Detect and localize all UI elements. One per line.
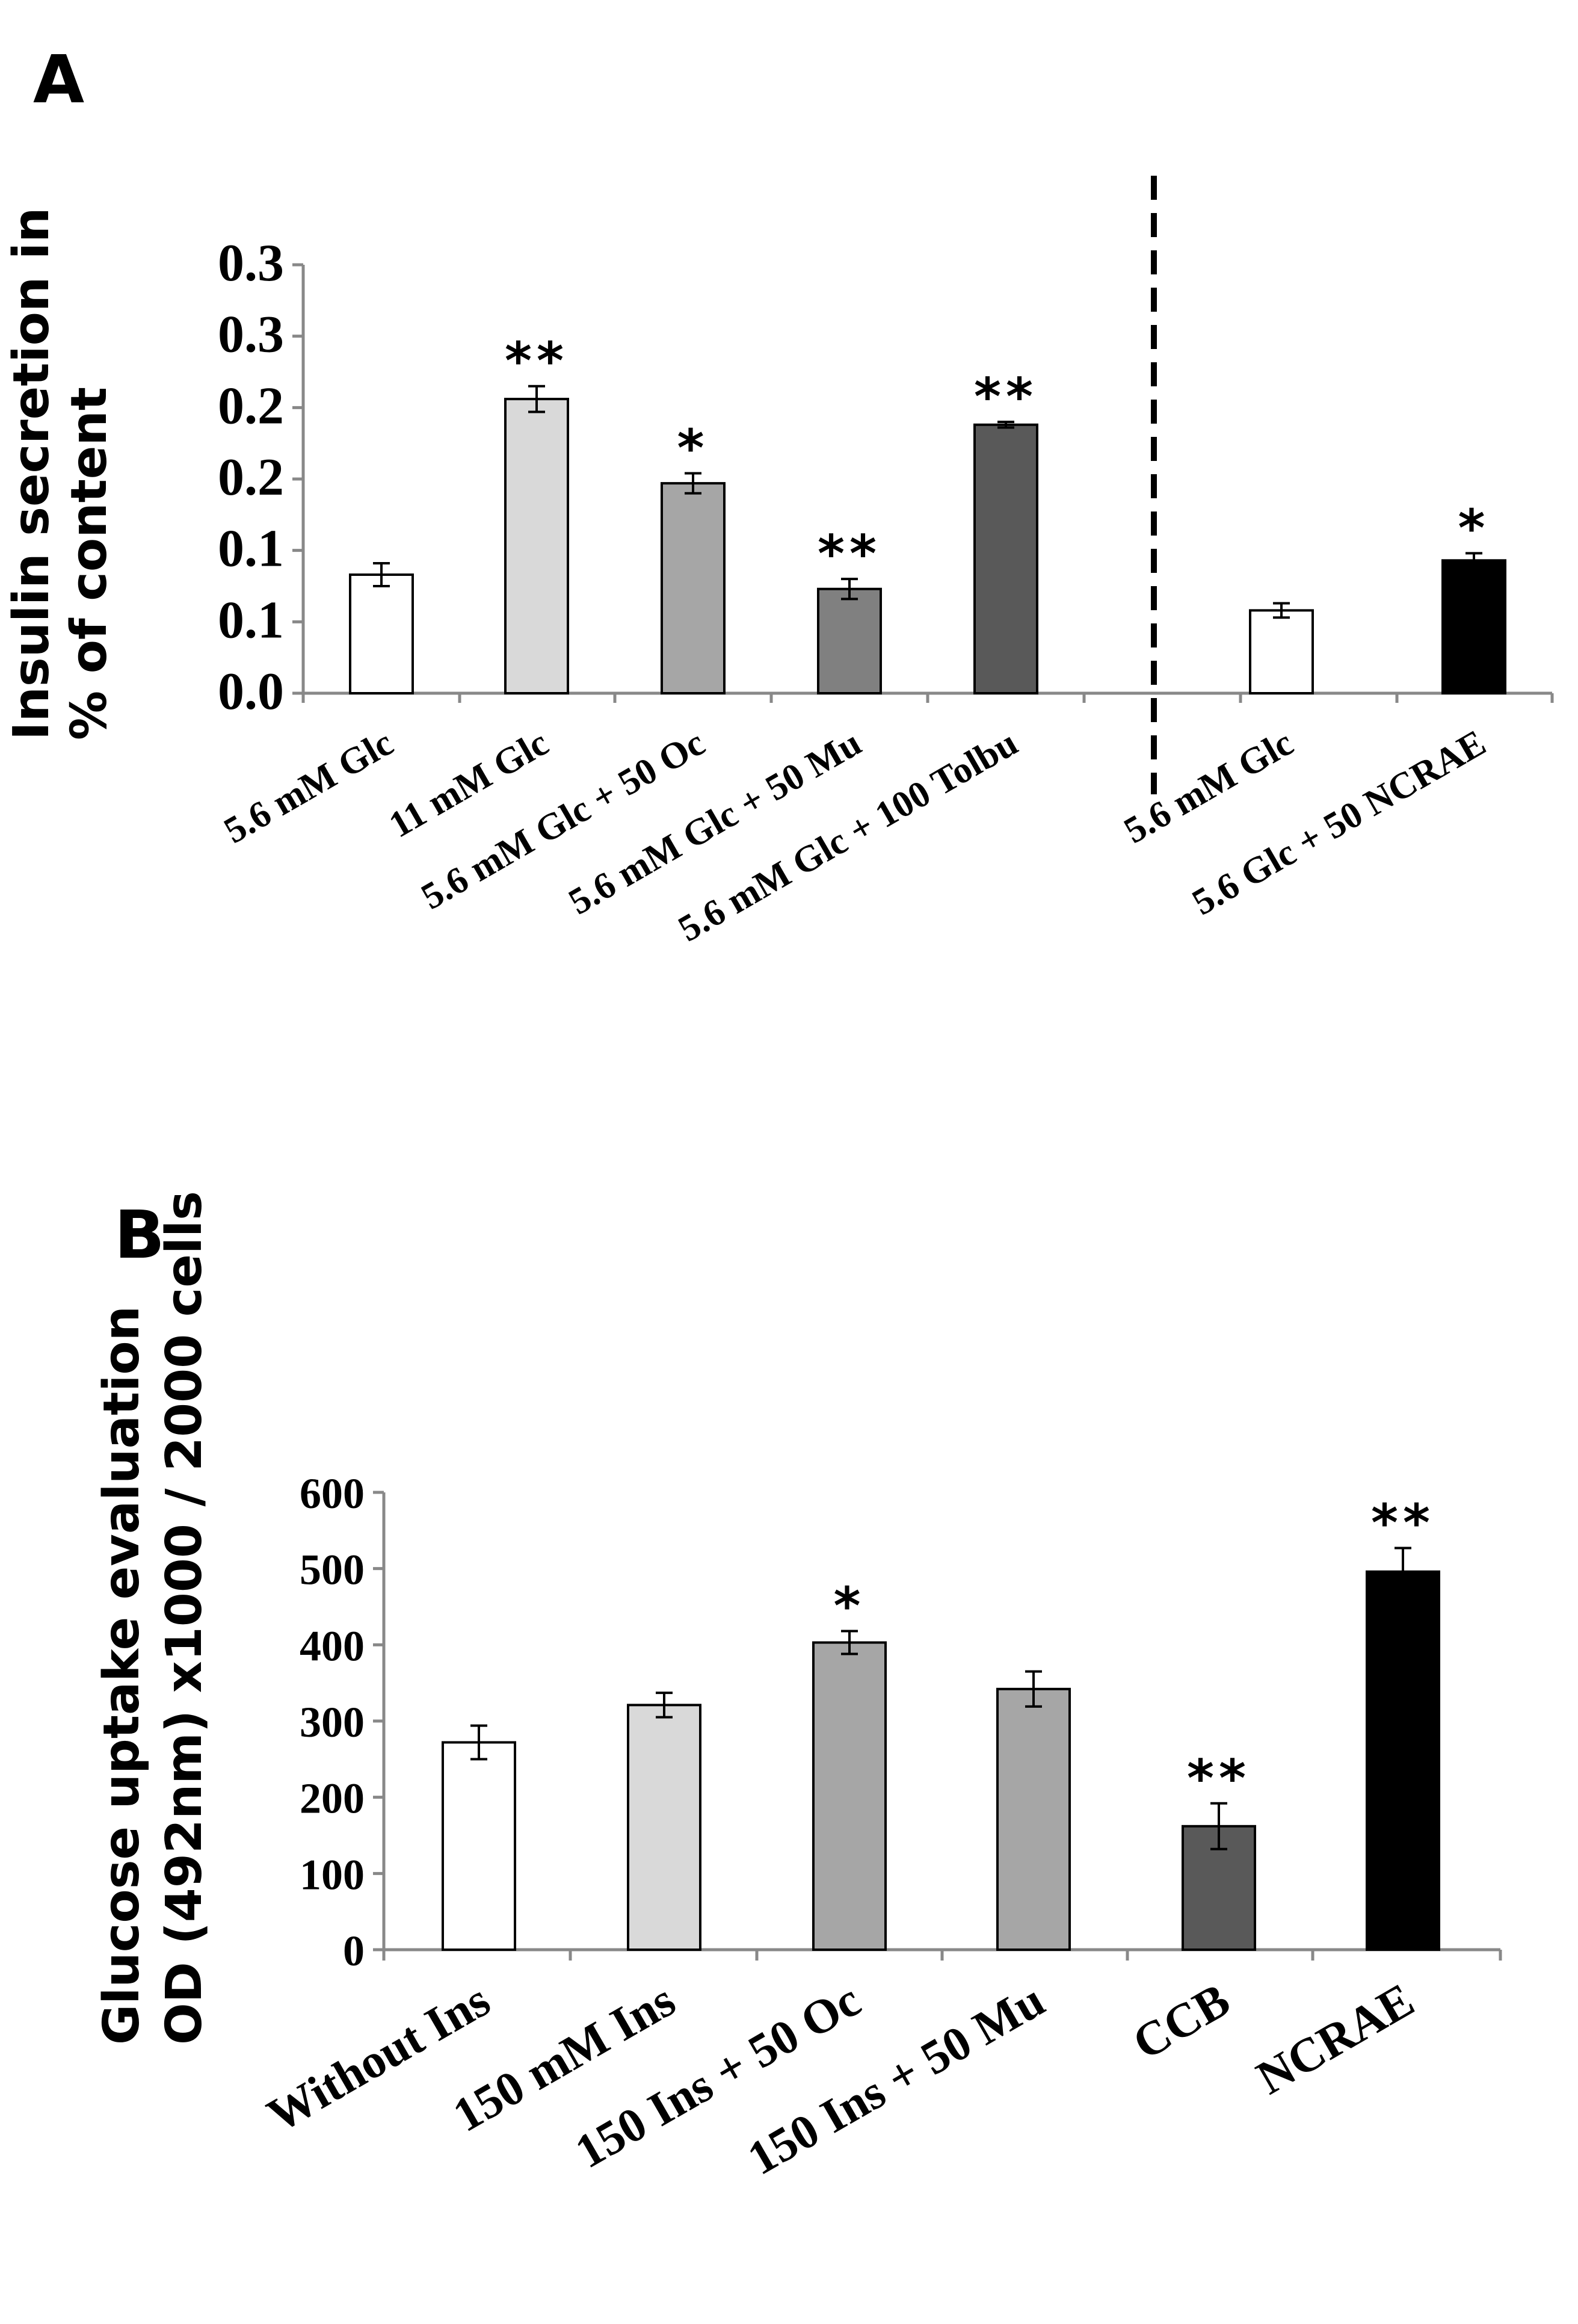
bar	[1366, 1570, 1440, 1952]
error-bar	[1466, 552, 1482, 569]
significance-marker: **	[974, 367, 1038, 427]
y-tick-label: 400	[300, 1622, 365, 1670]
bar	[504, 398, 569, 694]
category-label: 5.6 mM Glc	[217, 722, 400, 851]
bar	[1441, 559, 1506, 695]
y-tick-label: 0.3	[218, 234, 284, 292]
bar	[1249, 609, 1314, 695]
panel-b-ylabel-line2: OD (492nm) x1000 / 2000 cells	[156, 1191, 213, 2045]
significance-marker: **	[818, 524, 881, 584]
y-tick-label: 600	[300, 1469, 365, 1518]
bar	[817, 587, 882, 694]
bar	[349, 573, 414, 694]
y-tick-label: 0.2	[218, 377, 284, 435]
error-bar	[1273, 602, 1290, 619]
error-bar	[1025, 1670, 1042, 1708]
error-bar	[841, 578, 858, 601]
y-tick-label: 0.1	[218, 591, 284, 649]
panel-b-ylabel-line1: Glucose uptake evaluation	[93, 1306, 150, 2045]
panel-b: B Glucose uptake evaluation OD (492nm) x…	[93, 1191, 1502, 2186]
y-tick-label: 300	[300, 1698, 365, 1746]
y-tick-label: 500	[300, 1546, 365, 1594]
bar	[442, 1741, 516, 1951]
category-label: 150 Ins + 50 Mu	[739, 1973, 1053, 2185]
bar	[973, 423, 1038, 695]
bar	[661, 482, 726, 694]
significance-marker: *	[677, 419, 709, 479]
significance-marker: **	[1187, 1749, 1251, 1809]
error-bar	[373, 562, 390, 587]
significance-marker: **	[505, 332, 569, 392]
y-tick-label: 100	[300, 1850, 365, 1899]
error-bar	[470, 1724, 487, 1761]
error-bar	[1210, 1802, 1227, 1850]
error-bar	[1395, 1547, 1411, 1596]
error-bar	[685, 472, 701, 495]
bar	[812, 1641, 887, 1952]
y-tick-label: 0.1	[218, 520, 284, 578]
category-label: NCRAE	[1248, 1973, 1423, 2104]
panel-a-ylabel-line1: Insulin secretion in	[3, 208, 60, 740]
y-tick-label: 200	[300, 1775, 365, 1823]
significance-marker: *	[834, 1577, 866, 1637]
significance-marker: *	[1458, 498, 1490, 558]
y-tick-label: 0	[343, 1927, 365, 1975]
panel-a-label: A	[33, 41, 84, 118]
bar	[996, 1687, 1071, 1952]
panel-a-ylabel-line2: % of content	[61, 387, 118, 740]
error-bar	[528, 385, 545, 413]
bar	[627, 1704, 701, 1951]
category-label: CCB	[1124, 1973, 1239, 2070]
category-label: 5.6 mM Glc	[1117, 722, 1300, 851]
y-tick-label: 0.2	[218, 448, 284, 507]
significance-marker: **	[1371, 1493, 1435, 1553]
y-tick-label: 0.3	[218, 306, 284, 364]
error-bar	[656, 1692, 673, 1719]
panel-b-label: B	[114, 1196, 165, 1273]
error-bar	[841, 1630, 858, 1655]
panel-a: A Insulin secretion in % of content 0.0 0…	[3, 41, 1554, 950]
y-tick-label: 0.0	[218, 663, 284, 721]
error-bar	[997, 421, 1014, 429]
